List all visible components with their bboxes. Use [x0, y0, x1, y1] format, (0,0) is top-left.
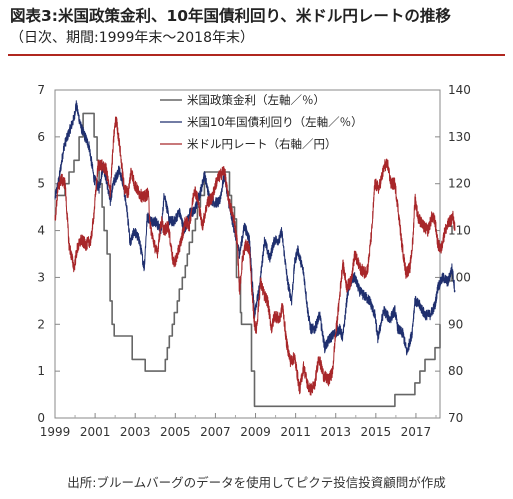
- y-right-tick-label: 120: [448, 177, 471, 191]
- y-right-tick-label: 110: [448, 224, 471, 238]
- plot-frame: [54, 89, 441, 419]
- title-main: 図表3:米国政策金利、10年国債利回り、米ドル円レートの推移: [10, 7, 451, 25]
- y-left-tick-label: 4: [37, 224, 45, 238]
- y-left-tick-label: 7: [37, 83, 45, 97]
- chart-title: 図表3:米国政策金利、10年国債利回り、米ドル円レートの推移 （日次、期間:19…: [10, 6, 506, 49]
- usdjpy-line: [54, 116, 456, 396]
- y-right-tick-label: 70: [448, 411, 463, 425]
- x-tick-label: 2007: [200, 425, 231, 439]
- title-subtitle: （日次、期間:1999年末～2018年末）: [10, 30, 254, 46]
- y-left-tick-label: 2: [37, 317, 45, 331]
- legend-label: 米国10年国債利回り（左軸／％）: [187, 115, 363, 129]
- y-right-tick-label: 90: [448, 317, 463, 331]
- x-tick-label: 2001: [80, 425, 111, 439]
- x-tick-label: 2017: [401, 425, 432, 439]
- treasury-10y-line: [54, 100, 456, 356]
- x-tick-label: 2015: [361, 425, 392, 439]
- y-right-tick-label: 140: [448, 83, 471, 97]
- legend-label: 米国政策金利（左軸／％）: [187, 93, 325, 107]
- y-right-tick-label: 130: [448, 130, 471, 144]
- x-tick-label: 2003: [120, 425, 151, 439]
- y-left-tick-label: 6: [37, 130, 45, 144]
- y-left-tick-label: 1: [37, 364, 45, 378]
- y-left-tick-label: 3: [37, 270, 45, 284]
- x-tick-label: 1999: [40, 425, 71, 439]
- x-tick-label: 2005: [160, 425, 191, 439]
- x-tick-label: 2009: [240, 425, 271, 439]
- title-underline: [8, 54, 505, 56]
- y-right-tick-label: 80: [448, 364, 463, 378]
- y-left-tick-label: 5: [37, 177, 45, 191]
- x-tick-label: 2013: [320, 425, 351, 439]
- source-note: 出所:ブルームバーグのデータを使用してピクテ投信投資顧問が作成: [67, 475, 446, 490]
- legend-label: 米ドル円レート（右軸／円）: [187, 137, 337, 151]
- y-left-tick-label: 0: [37, 411, 45, 425]
- x-tick-label: 2011: [280, 425, 311, 439]
